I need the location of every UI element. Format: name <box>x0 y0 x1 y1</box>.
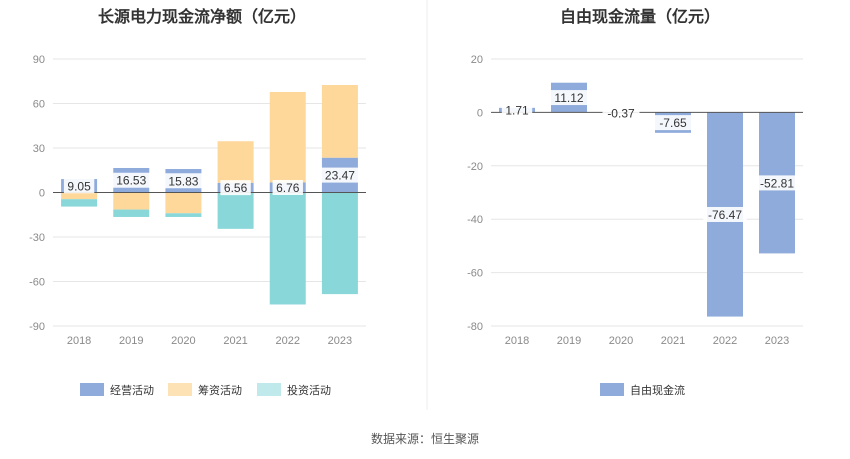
legend-label: 经营活动 <box>110 383 154 397</box>
bar-2-2022 <box>269 91 306 183</box>
legend-label: 筹资活动 <box>198 383 242 397</box>
data-label: 6.56 <box>224 181 248 195</box>
data-label-box <box>602 105 640 121</box>
data-label-box <box>501 102 533 118</box>
x-tick-label: 2023 <box>328 335 352 347</box>
bar-3-2022 <box>269 192 306 305</box>
x-tick-label: 2023 <box>765 335 789 347</box>
x-tick-label: 2022 <box>276 335 300 347</box>
y-tick-label: -30 <box>29 232 45 244</box>
data-label: 23.47 <box>325 169 355 183</box>
x-tick-label: 2021 <box>661 335 685 347</box>
y-tick-label: 0 <box>477 107 483 119</box>
data-label: -52.81 <box>760 176 794 190</box>
x-tick-label: 2019 <box>557 335 581 347</box>
y-tick-label: -60 <box>467 268 483 280</box>
y-tick-label: 30 <box>33 143 45 155</box>
legend-swatch <box>257 383 281 396</box>
y-tick-label: -80 <box>467 321 483 333</box>
source-label: 数据来源：恒生聚源 <box>371 431 479 446</box>
bar-2-2019 <box>113 192 150 210</box>
data-label: 15.83 <box>168 174 198 188</box>
data-label: -0.37 <box>607 106 635 120</box>
y-tick-label: 0 <box>39 188 45 200</box>
y-tick-label: 60 <box>33 99 45 111</box>
chart-title: 自由现金流量（亿元） <box>560 7 720 26</box>
legend-swatch <box>600 383 624 396</box>
x-tick-label: 2020 <box>171 335 195 347</box>
bar-3-2021 <box>217 192 254 229</box>
data-label-box <box>63 178 95 194</box>
legend-label: 自由现金流 <box>630 383 685 397</box>
x-tick-label: 2020 <box>609 335 633 347</box>
data-label: -7.65 <box>659 116 687 130</box>
bar-3-2023 <box>321 192 358 295</box>
data-label: 9.05 <box>67 179 91 193</box>
legend-swatch <box>80 383 104 396</box>
data-label-box <box>703 206 747 222</box>
bar-3-2020 <box>165 213 202 217</box>
bar-2-2023 <box>321 85 358 158</box>
bar-3-2019 <box>113 209 150 217</box>
data-label: 6.76 <box>276 181 300 195</box>
chart-panel-1: 长源电力现金流净额（亿元） -90 -60 -30 0 30 60 90 2018 2019 202… <box>29 7 366 397</box>
data-label-box <box>550 90 588 106</box>
data-label: 16.53 <box>116 174 146 188</box>
data-label-box <box>164 173 202 189</box>
x-tick-label: 2018 <box>67 335 91 347</box>
data-label: 11.12 <box>554 91 583 105</box>
y-tick-label: -60 <box>29 277 45 289</box>
data-label: 1.71 <box>505 104 529 118</box>
y-tick-label: -90 <box>29 321 45 333</box>
legend-swatch <box>168 383 192 396</box>
x-tick-label: 2022 <box>713 335 737 347</box>
x-tick-label: 2021 <box>223 335 247 347</box>
data-label-box <box>272 179 303 195</box>
data-label-box <box>321 167 359 183</box>
y-tick-label: -20 <box>467 161 483 173</box>
data-label-box <box>220 180 251 196</box>
bar-2-2021 <box>217 141 254 183</box>
data-label: -76.47 <box>708 208 742 222</box>
bar-2-2018 <box>61 192 98 200</box>
y-tick-label: 90 <box>33 54 45 66</box>
bar-2-2020 <box>165 192 202 214</box>
chart-panel-2: 自由现金流量（亿元） -80 -60 -40 -20 0 20 2018 2019 2020 202… <box>467 7 803 397</box>
y-tick-label: 20 <box>471 54 483 66</box>
data-label-box <box>755 175 799 191</box>
x-tick-label: 2019 <box>119 335 143 347</box>
bar-3-2018 <box>61 199 98 207</box>
x-tick-label: 2018 <box>505 335 529 347</box>
data-label-box <box>654 115 692 131</box>
chart-title: 长源电力现金流净额（亿元） <box>98 7 306 26</box>
legend-label: 投资活动 <box>287 383 331 397</box>
y-tick-label: -40 <box>467 214 483 226</box>
data-label-box <box>112 172 150 188</box>
